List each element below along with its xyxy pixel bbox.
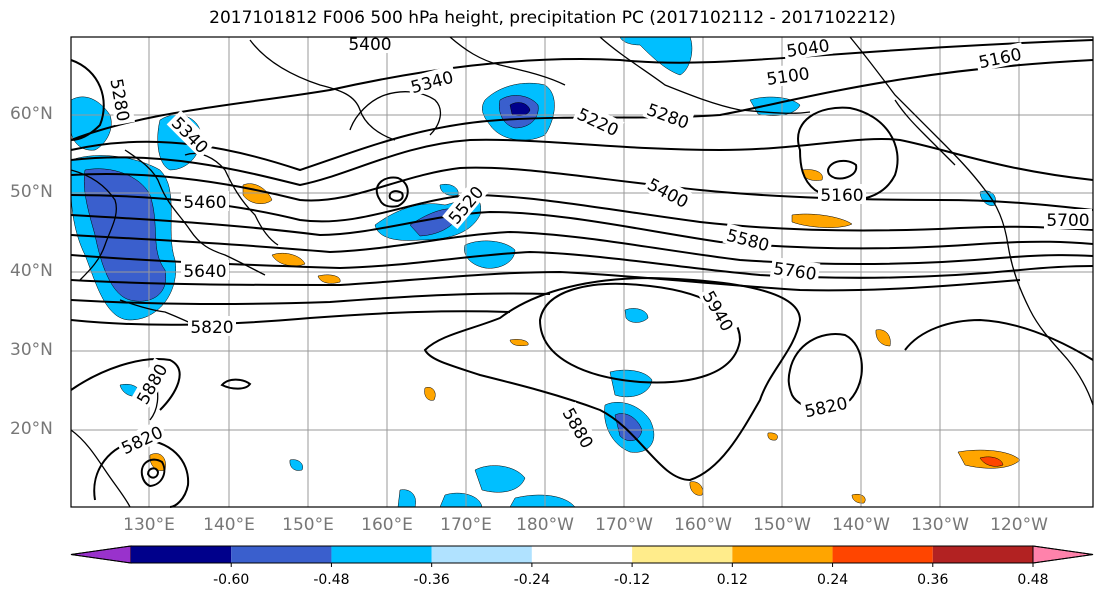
colorbar-swatch [231, 546, 332, 563]
contour-label-background [181, 260, 229, 280]
longitude-label: 160°E [361, 515, 413, 535]
contour-label-background [442, 179, 489, 230]
colorbar-swatch [732, 546, 833, 563]
contour-label-background [115, 419, 168, 459]
latitude-label: 30°N [10, 340, 53, 360]
map-title: 2017101812 F006 500 hPa height, precipit… [209, 8, 896, 28]
contour-label: 5400 [348, 35, 391, 55]
longitude-label: 170°W [595, 515, 653, 535]
longitude-label: 140°E [203, 515, 255, 535]
colorbar-tick-label: 0.36 [917, 572, 949, 588]
contour-label-background [166, 110, 215, 159]
contour-label: 5700 [1046, 211, 1089, 231]
contour-label-background [642, 172, 695, 213]
contour-label-background [769, 256, 821, 284]
contour-label: 5460 [183, 193, 226, 213]
contour-label-background [572, 101, 625, 141]
contour-label-background [642, 97, 695, 133]
colorbar-tick-label: -0.24 [513, 572, 550, 588]
colorbar-swatch [832, 546, 933, 563]
longitude-label: 150°E [282, 515, 334, 535]
latitude-label: 20°N [10, 419, 53, 439]
longitude-label: 180°W [516, 515, 574, 535]
contour-label: 5820 [190, 318, 233, 338]
longitude-label: 140°W [832, 515, 890, 535]
contour-label-background [106, 74, 136, 126]
contour-label-background [405, 65, 458, 97]
contour-label: 5640 [183, 262, 226, 282]
longitude-label: 150°W [753, 515, 811, 535]
contour-label-background [188, 316, 236, 336]
contour-label-background [130, 357, 172, 410]
colorbar-extend-min [70, 545, 132, 564]
longitude-label: 160°W [674, 515, 732, 535]
longitude-label: 130°W [911, 515, 969, 535]
map-frame [70, 36, 1094, 508]
colorbar-extend-max [1032, 545, 1094, 564]
colorbar-swatch [531, 546, 633, 563]
colorbar-swatch [431, 546, 532, 563]
colorbar [70, 545, 1094, 567]
contour-label-background [800, 391, 852, 421]
latitude-label: 60°N [10, 104, 53, 124]
colorbar-swatch [632, 546, 733, 563]
contour-label-background [818, 184, 866, 204]
colorbar-swatch [131, 546, 232, 563]
latitude-label: 50°N [10, 182, 53, 202]
contour-label-background [558, 401, 600, 454]
height-contours [70, 39, 1094, 508]
contour-label-background [346, 33, 394, 53]
longitude-label: 170°E [440, 515, 492, 535]
colorbar-tick-label: -0.48 [313, 572, 350, 588]
colorbar-swatch [932, 546, 1033, 563]
contour-label-background [1044, 209, 1092, 229]
colorbar-tick-label: 0.12 [716, 572, 748, 588]
colorbar-tick-label: -0.60 [213, 572, 250, 588]
colorbar-outline [70, 545, 1094, 564]
latitude-label: 40°N [10, 261, 53, 281]
longitude-label: 130°E [123, 515, 175, 535]
colorbar-tick-label: -0.12 [613, 572, 651, 588]
coastlines [70, 36, 1094, 508]
colorbar-swatch [331, 546, 432, 563]
contour-label-background [722, 223, 775, 255]
colorbar-tick-label: 0.48 [1017, 572, 1049, 588]
precip-positive-shading [149, 169, 1021, 504]
contour-label-background [974, 42, 1026, 72]
colorbar-tick-label: -0.36 [413, 572, 450, 588]
contour-label-background [698, 284, 740, 337]
colorbar-tick-label: 0.24 [816, 572, 849, 588]
longitude-label: 120°W [990, 515, 1048, 535]
contour-label: 5160 [820, 186, 863, 206]
contour-label-background [782, 33, 834, 61]
contour-label-background [762, 61, 814, 89]
contour-label-background [181, 191, 229, 211]
